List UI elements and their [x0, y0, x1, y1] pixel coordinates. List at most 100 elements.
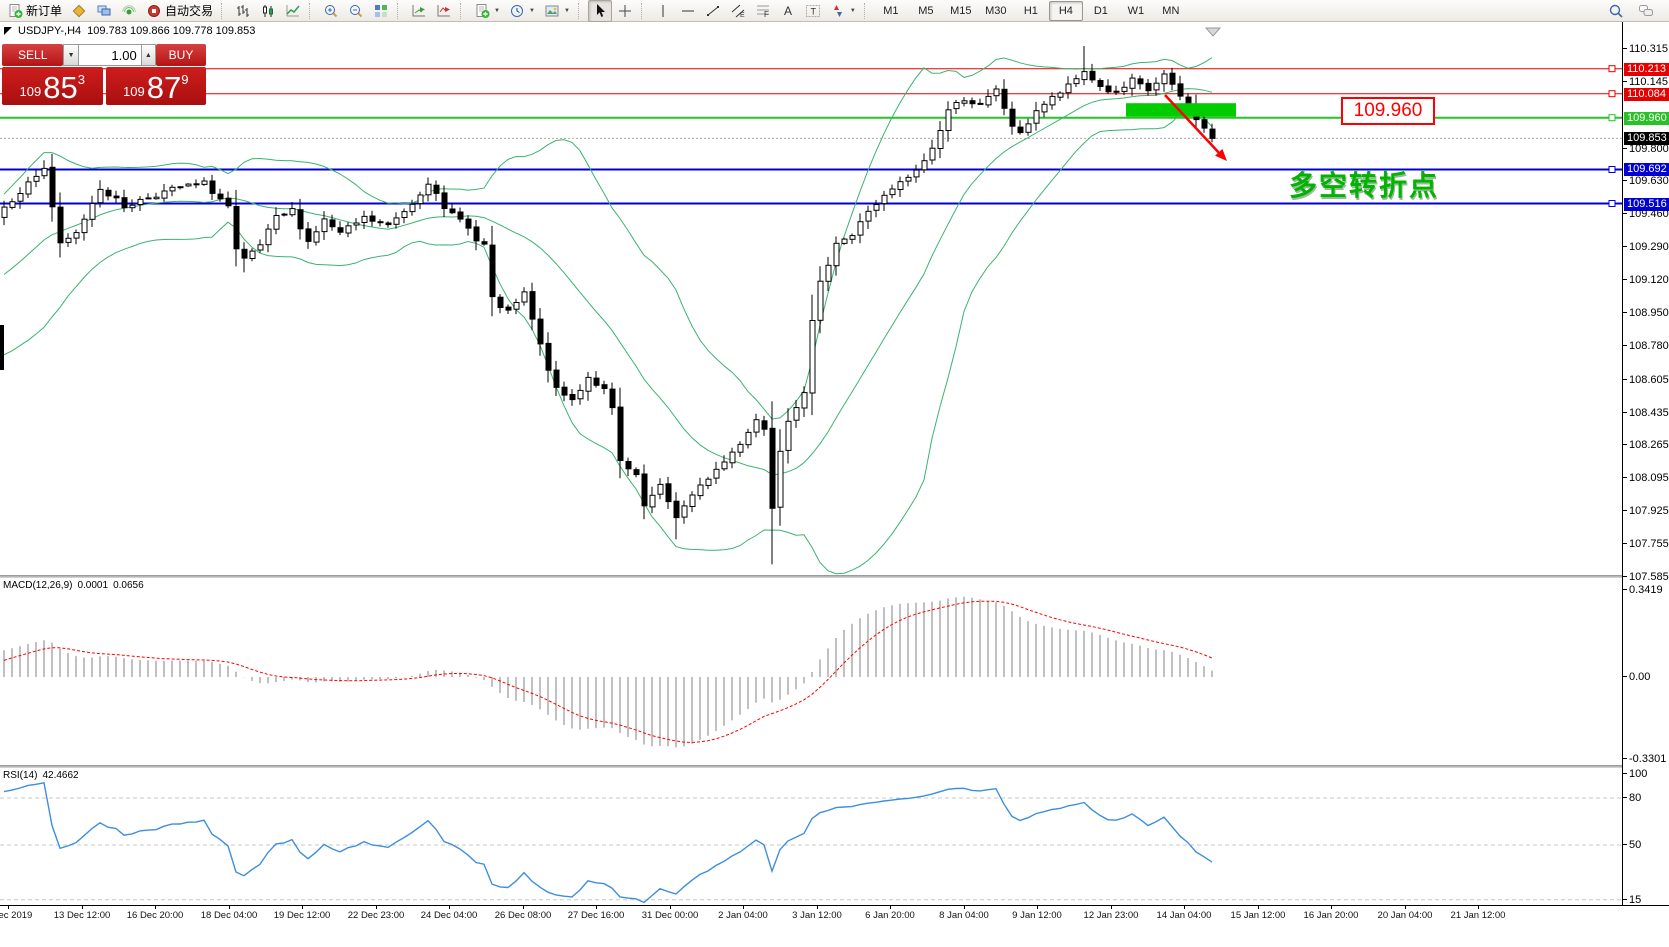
- partial-candle-left-edge: [0, 325, 4, 370]
- timeframe-m1-button[interactable]: M1: [883, 4, 899, 17]
- template-menu-button[interactable]: ▼: [540, 0, 574, 22]
- bar-chart-button[interactable]: [231, 0, 255, 22]
- line-chart-button[interactable]: [281, 0, 305, 22]
- trendline-button[interactable]: [701, 0, 725, 22]
- arrows-button[interactable]: ▼: [826, 0, 860, 22]
- collapse-panel-icon[interactable]: [4, 27, 12, 35]
- toolbar-separator: [863, 2, 870, 19]
- new-order-button[interactable]: 新订单: [3, 0, 66, 22]
- line-anchor-marker[interactable]: [1608, 166, 1616, 173]
- period-menu-button[interactable]: ▼: [505, 0, 539, 22]
- fibonacci-button[interactable]: F: [751, 0, 775, 22]
- bid-price-tile[interactable]: 109 85 3: [2, 67, 103, 105]
- time-label: 24 Dec 04:00: [420, 910, 478, 921]
- chart-title: USDJPY-,H4 109.783 109.866 109.778 109.8…: [4, 25, 255, 37]
- remote-terminals-button[interactable]: [92, 0, 116, 22]
- sell-button[interactable]: SELL: [2, 44, 64, 66]
- line-anchor-marker[interactable]: [1608, 65, 1616, 73]
- time-label: 3 Jan 12:00: [792, 910, 842, 921]
- rsi-scale-tick: 15: [1623, 894, 1641, 906]
- time-tick: [82, 906, 83, 909]
- timeframe-h1-button[interactable]: H1: [1023, 4, 1038, 17]
- bid-prefix: 109: [19, 84, 42, 99]
- indicator-prev-button[interactable]: [407, 0, 431, 22]
- time-tick: [8, 906, 9, 909]
- time-tick: [1111, 906, 1112, 909]
- line-anchor-marker[interactable]: [1608, 200, 1616, 207]
- line-anchor-marker[interactable]: [1608, 90, 1616, 98]
- macd-signal-value: 0.0656: [113, 580, 144, 591]
- price-chart[interactable]: [0, 22, 1622, 576]
- time-tick: [229, 906, 230, 909]
- macd-label: MACD(12,26,9) 0.0001 0.0656: [3, 580, 144, 591]
- indicator-next-button[interactable]: [432, 0, 456, 22]
- remote-terminals-icon: [96, 3, 112, 19]
- volume-increase-button[interactable]: ▲: [140, 44, 156, 66]
- chart-shift-marker[interactable]: [1204, 27, 1222, 37]
- gold-cube-button[interactable]: [67, 0, 91, 22]
- period-menu-icon: [509, 3, 525, 19]
- volume-input[interactable]: [78, 44, 141, 66]
- line-anchor-marker[interactable]: [1608, 114, 1616, 122]
- rsi-line: [3, 781, 1213, 904]
- horizontal-line-icon: [680, 3, 696, 19]
- timeframe-d1-button[interactable]: D1: [1093, 4, 1108, 17]
- price-annotation-box[interactable]: 109.960: [1341, 97, 1435, 125]
- signal-button[interactable]: [117, 0, 141, 22]
- ask-pip-digit: 9: [181, 72, 189, 87]
- sell-trend-arrow[interactable]: [1164, 94, 1227, 161]
- crosshair-button[interactable]: [613, 0, 637, 22]
- ask-price-tile[interactable]: 109 87 9: [105, 67, 206, 105]
- tile-windows-button[interactable]: [369, 0, 393, 22]
- vertical-line-button[interactable]: [651, 0, 675, 22]
- price-scale[interactable]: 110.315 110.145 109.800 109.630 109.460 109.2…: [1622, 22, 1669, 920]
- time-axis[interactable]: 2 Dec 2019 13 Dec 12:00 16 Dec 20:00 18 Dec…: [0, 905, 1669, 926]
- buy-button[interactable]: BUY: [156, 44, 206, 66]
- time-tick: [743, 906, 744, 909]
- pane-separator[interactable]: [0, 765, 1669, 768]
- add-indicator-button[interactable]: ▼: [470, 0, 504, 22]
- price-tick: 107.755: [1623, 538, 1669, 550]
- label-button[interactable]: T: [801, 0, 825, 22]
- cursor-button[interactable]: [587, 0, 612, 22]
- time-tick: [155, 906, 156, 909]
- arrows-icon: [830, 3, 846, 19]
- zoom-out-button[interactable]: [344, 0, 368, 22]
- support-highlight-rectangle[interactable]: [1126, 103, 1236, 117]
- pane-separator[interactable]: [0, 575, 1669, 578]
- timeframe-mn-button[interactable]: MN: [1162, 4, 1180, 17]
- toolbar-separator: [397, 2, 403, 19]
- macd-pane[interactable]: [0, 578, 1622, 764]
- candlestick-chart-icon: [260, 3, 276, 19]
- timeframe-m5-button[interactable]: M5: [918, 4, 934, 17]
- time-tick: [376, 906, 377, 909]
- price-tick: 109.460: [1623, 208, 1669, 220]
- svg-text:F: F: [764, 10, 769, 19]
- time-tick: [523, 906, 524, 909]
- turning-point-annotation[interactable]: 多空转折点: [1289, 170, 1440, 201]
- autotrading-button[interactable]: 自动交易: [142, 0, 217, 22]
- horizontal-line-button[interactable]: [676, 0, 700, 22]
- price-line-badge: 109.516: [1624, 198, 1669, 211]
- price-tick: 109.800: [1623, 143, 1669, 155]
- timeframe-w1-button[interactable]: W1: [1127, 4, 1145, 17]
- price-line-badge: 110.084: [1624, 88, 1669, 101]
- timeframe-m15-button[interactable]: M15: [950, 4, 972, 17]
- candlestick-chart-button[interactable]: [256, 0, 280, 22]
- macd-scale-max: 0.3419: [1623, 584, 1663, 596]
- timeframe-h4-button[interactable]: H4: [1048, 0, 1083, 21]
- timeframe-m30-button[interactable]: M30: [985, 4, 1007, 17]
- rsi-pane[interactable]: [0, 768, 1622, 905]
- price-line-badge: 110.213: [1624, 63, 1669, 76]
- text-button[interactable]: A: [776, 0, 800, 22]
- ohlc-values: 109.783 109.866 109.778 109.853: [87, 25, 256, 37]
- toolbar-separator: [460, 2, 466, 19]
- zoom-in-button[interactable]: [319, 0, 343, 22]
- volume-decrease-button[interactable]: ▼: [63, 44, 79, 66]
- channel-button[interactable]: E: [726, 0, 750, 22]
- rsi-scale-tick: 50: [1623, 839, 1641, 851]
- chat-button[interactable]: [1634, 0, 1658, 22]
- search-button[interactable]: [1604, 0, 1628, 22]
- price-tick: 108.265: [1623, 439, 1669, 451]
